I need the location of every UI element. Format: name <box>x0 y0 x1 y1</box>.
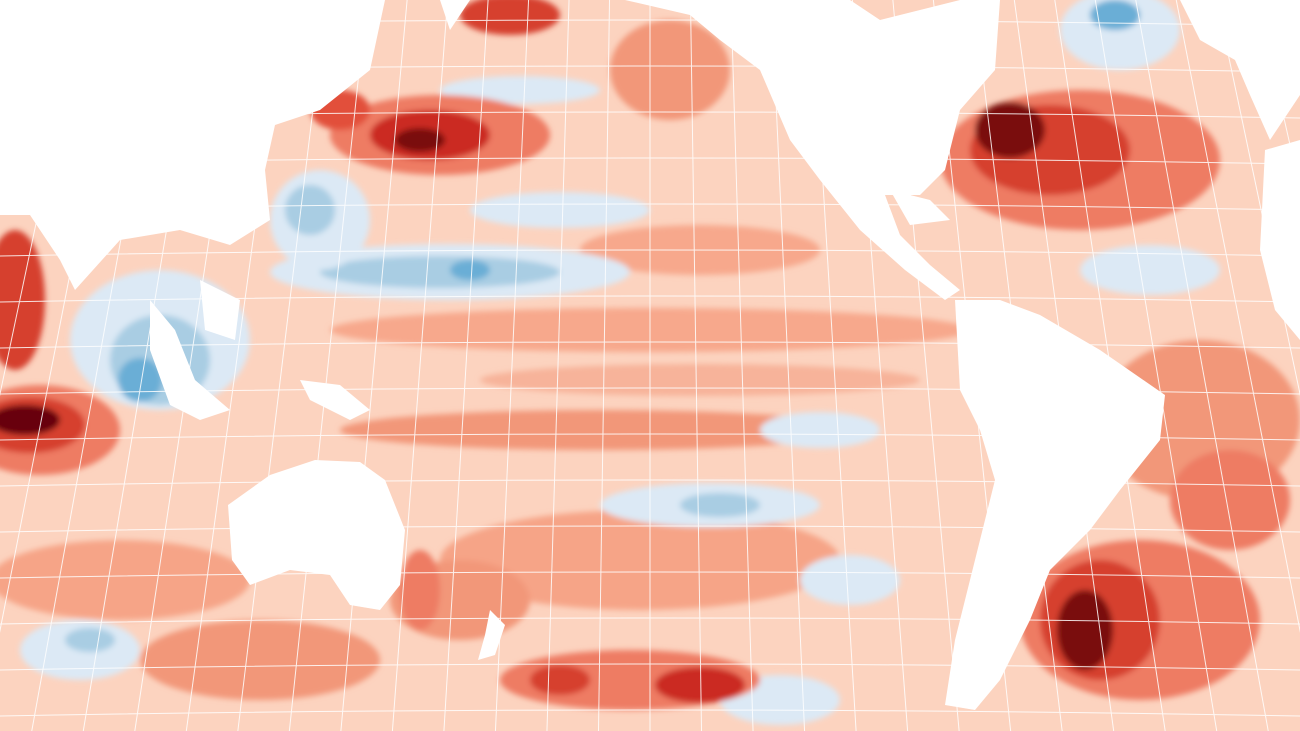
warm-patch <box>140 620 380 700</box>
meridian <box>391 0 449 731</box>
meridian <box>494 0 530 731</box>
meridian <box>1216 0 1300 397</box>
meridian <box>932 0 1012 731</box>
indonesia <box>150 300 230 420</box>
parallel <box>0 203 1300 211</box>
meridian <box>1256 0 1300 192</box>
parallel <box>0 433 1300 441</box>
warm-core <box>395 128 445 152</box>
parallel <box>0 387 1300 395</box>
caribbean <box>890 190 950 225</box>
warm-patch <box>400 550 440 630</box>
meridian <box>597 0 611 731</box>
meridian <box>288 0 368 731</box>
cool-patch <box>1060 0 1180 70</box>
meridian <box>1054 0 1166 731</box>
meridian <box>730 0 754 731</box>
warm-patch <box>610 20 730 120</box>
australia <box>228 460 405 610</box>
parallel <box>0 157 1300 165</box>
cool-core <box>450 260 490 280</box>
meridian <box>185 0 287 731</box>
cool-band <box>470 192 650 228</box>
meridian <box>340 0 408 731</box>
meridian <box>134 0 246 731</box>
cool-band <box>680 493 760 517</box>
meridian <box>1135 0 1269 731</box>
meridian <box>1013 0 1115 731</box>
philippines <box>200 280 240 340</box>
europe <box>1180 0 1300 140</box>
parallel <box>0 663 1300 671</box>
warm-core <box>0 405 60 435</box>
parallel <box>0 709 1300 717</box>
meridian <box>851 0 909 731</box>
south-america <box>945 300 1165 710</box>
warm-patch <box>0 540 250 620</box>
warm-core <box>975 102 1045 158</box>
cool-core <box>118 358 162 402</box>
land <box>0 0 1300 710</box>
cool-patch <box>1080 245 1220 295</box>
warm-anomaly <box>655 667 745 703</box>
meridian <box>0 0 84 397</box>
parallel <box>0 571 1300 579</box>
meridian <box>443 0 489 731</box>
warm-core <box>1057 590 1113 670</box>
warm-band <box>480 364 920 396</box>
meridian <box>546 0 570 731</box>
africa <box>1260 140 1300 340</box>
meridian <box>770 0 806 731</box>
meridian <box>82 0 206 731</box>
cool-band <box>440 76 600 104</box>
meridian <box>0 0 44 192</box>
new-zealand <box>478 610 505 660</box>
cool-patch <box>800 555 900 605</box>
warm-anomaly <box>460 0 560 35</box>
warm-band <box>340 410 860 450</box>
meridian <box>1175 0 1300 633</box>
parallel <box>0 65 1300 73</box>
parallel <box>0 111 1300 119</box>
parallel <box>0 295 1300 303</box>
parallel <box>0 479 1300 487</box>
meridian <box>237 0 327 731</box>
cool-patch <box>65 628 115 652</box>
asia <box>0 0 385 290</box>
parallel <box>0 19 1300 27</box>
parallel <box>0 617 1300 625</box>
meridian <box>0 0 125 633</box>
warm-patch <box>1170 450 1290 550</box>
meridian <box>892 0 960 731</box>
north-america <box>625 0 1000 300</box>
warm-band <box>440 510 840 610</box>
warm-anomaly <box>530 665 590 695</box>
parallel <box>0 341 1300 349</box>
parallel <box>0 249 1300 257</box>
cool-patch <box>285 185 335 235</box>
meridian <box>811 0 857 731</box>
cool-band <box>760 412 880 448</box>
meridian <box>1094 0 1218 731</box>
meridian <box>689 0 703 731</box>
cool-band <box>320 256 560 288</box>
meridian <box>31 0 165 731</box>
meridian <box>973 0 1063 731</box>
parallel <box>0 525 1300 533</box>
warm-anomaly <box>0 230 45 370</box>
